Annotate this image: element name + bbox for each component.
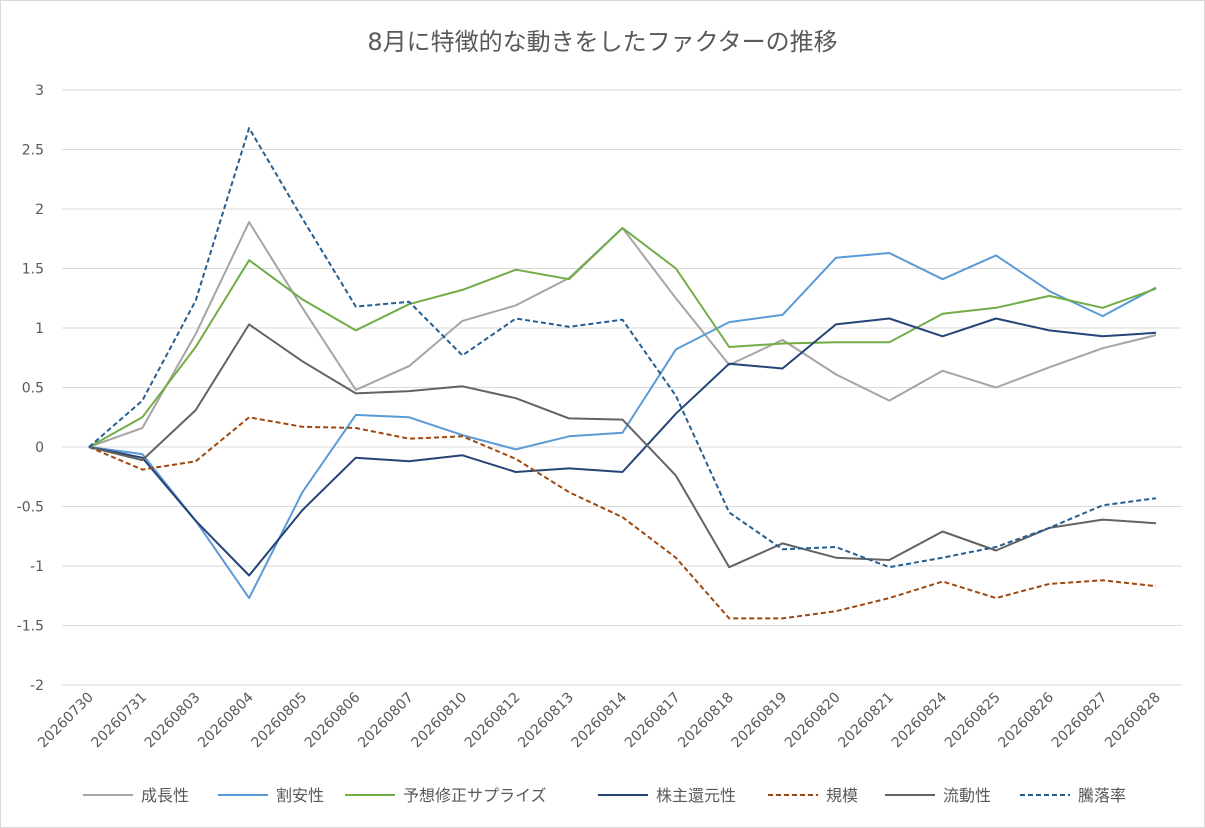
x-tick-label: 20260814: [569, 689, 631, 751]
y-tick-label: 2.5: [22, 143, 44, 159]
y-tick-label: -1: [30, 559, 44, 575]
series-line-2: [88, 227, 1157, 448]
series-line-5: [88, 323, 1157, 569]
x-tick-label: 20260821: [835, 690, 897, 752]
y-tick-label: 1: [35, 321, 44, 337]
x-tick-label: 20260826: [995, 689, 1057, 751]
grid-lines: [62, 89, 1182, 686]
x-tick-label: 20260813: [515, 690, 577, 752]
legend-label: 成長性: [141, 786, 189, 805]
legend-label: 割安性: [276, 786, 324, 805]
y-tick-label: 3: [35, 83, 44, 99]
y-tick-label: 1.5: [22, 262, 44, 278]
y-tick-label: 2: [35, 202, 44, 218]
y-tick-label: -1.5: [17, 619, 44, 635]
series-line-4: [88, 416, 1157, 620]
legend-label: 騰落率: [1078, 786, 1126, 805]
legend-label: 株主還元性: [656, 786, 736, 805]
y-tick-label: 0: [35, 440, 44, 456]
x-tick-label: 20260818: [675, 690, 737, 752]
legend-label: 予想修正サプライズ: [403, 786, 547, 805]
series-line-1: [88, 252, 1157, 600]
x-tick-label: 20260827: [1049, 690, 1111, 752]
series-lines: [88, 127, 1157, 620]
x-tick-label: 20260730: [35, 690, 97, 752]
series-line-6: [88, 127, 1157, 569]
legend-label: 流動性: [943, 786, 991, 805]
x-tick-label: 20260731: [88, 690, 150, 752]
x-tick-label: 20260803: [142, 690, 204, 752]
y-axis-ticks: -2 -1.5 -1 -0.5 0 0.5 1 1.5 2 2.5 3: [17, 83, 44, 694]
x-axis-ticks: 2026073020260731202608032026080420260805…: [35, 689, 1164, 751]
series-line-3: [88, 317, 1157, 577]
x-tick-label: 20260804: [195, 689, 257, 751]
x-tick-label: 20260817: [622, 690, 684, 752]
x-tick-label: 20260805: [249, 690, 311, 752]
y-tick-label: -0.5: [17, 500, 44, 516]
x-tick-label: 20260825: [942, 690, 1004, 752]
legend-label: 規模: [826, 786, 858, 805]
x-tick-label: 20260824: [889, 689, 951, 751]
y-tick-label: 0.5: [22, 381, 44, 397]
x-tick-label: 20260820: [782, 690, 844, 752]
legend: 成長性 割安性 予想修正サプライズ 株主還元性 規模 流動性 騰落率: [83, 786, 1126, 805]
x-tick-label: 20260828: [1102, 690, 1164, 752]
x-tick-label: 20260807: [355, 690, 417, 752]
x-tick-label: 20260812: [462, 690, 524, 752]
y-tick-label: -2: [30, 678, 44, 694]
x-tick-label: 20260819: [729, 690, 791, 752]
x-tick-label: 20260806: [302, 689, 364, 751]
x-tick-label: 20260810: [409, 690, 471, 752]
chart-title: 8月に特徴的な動きをしたファクターの推移: [367, 28, 838, 56]
